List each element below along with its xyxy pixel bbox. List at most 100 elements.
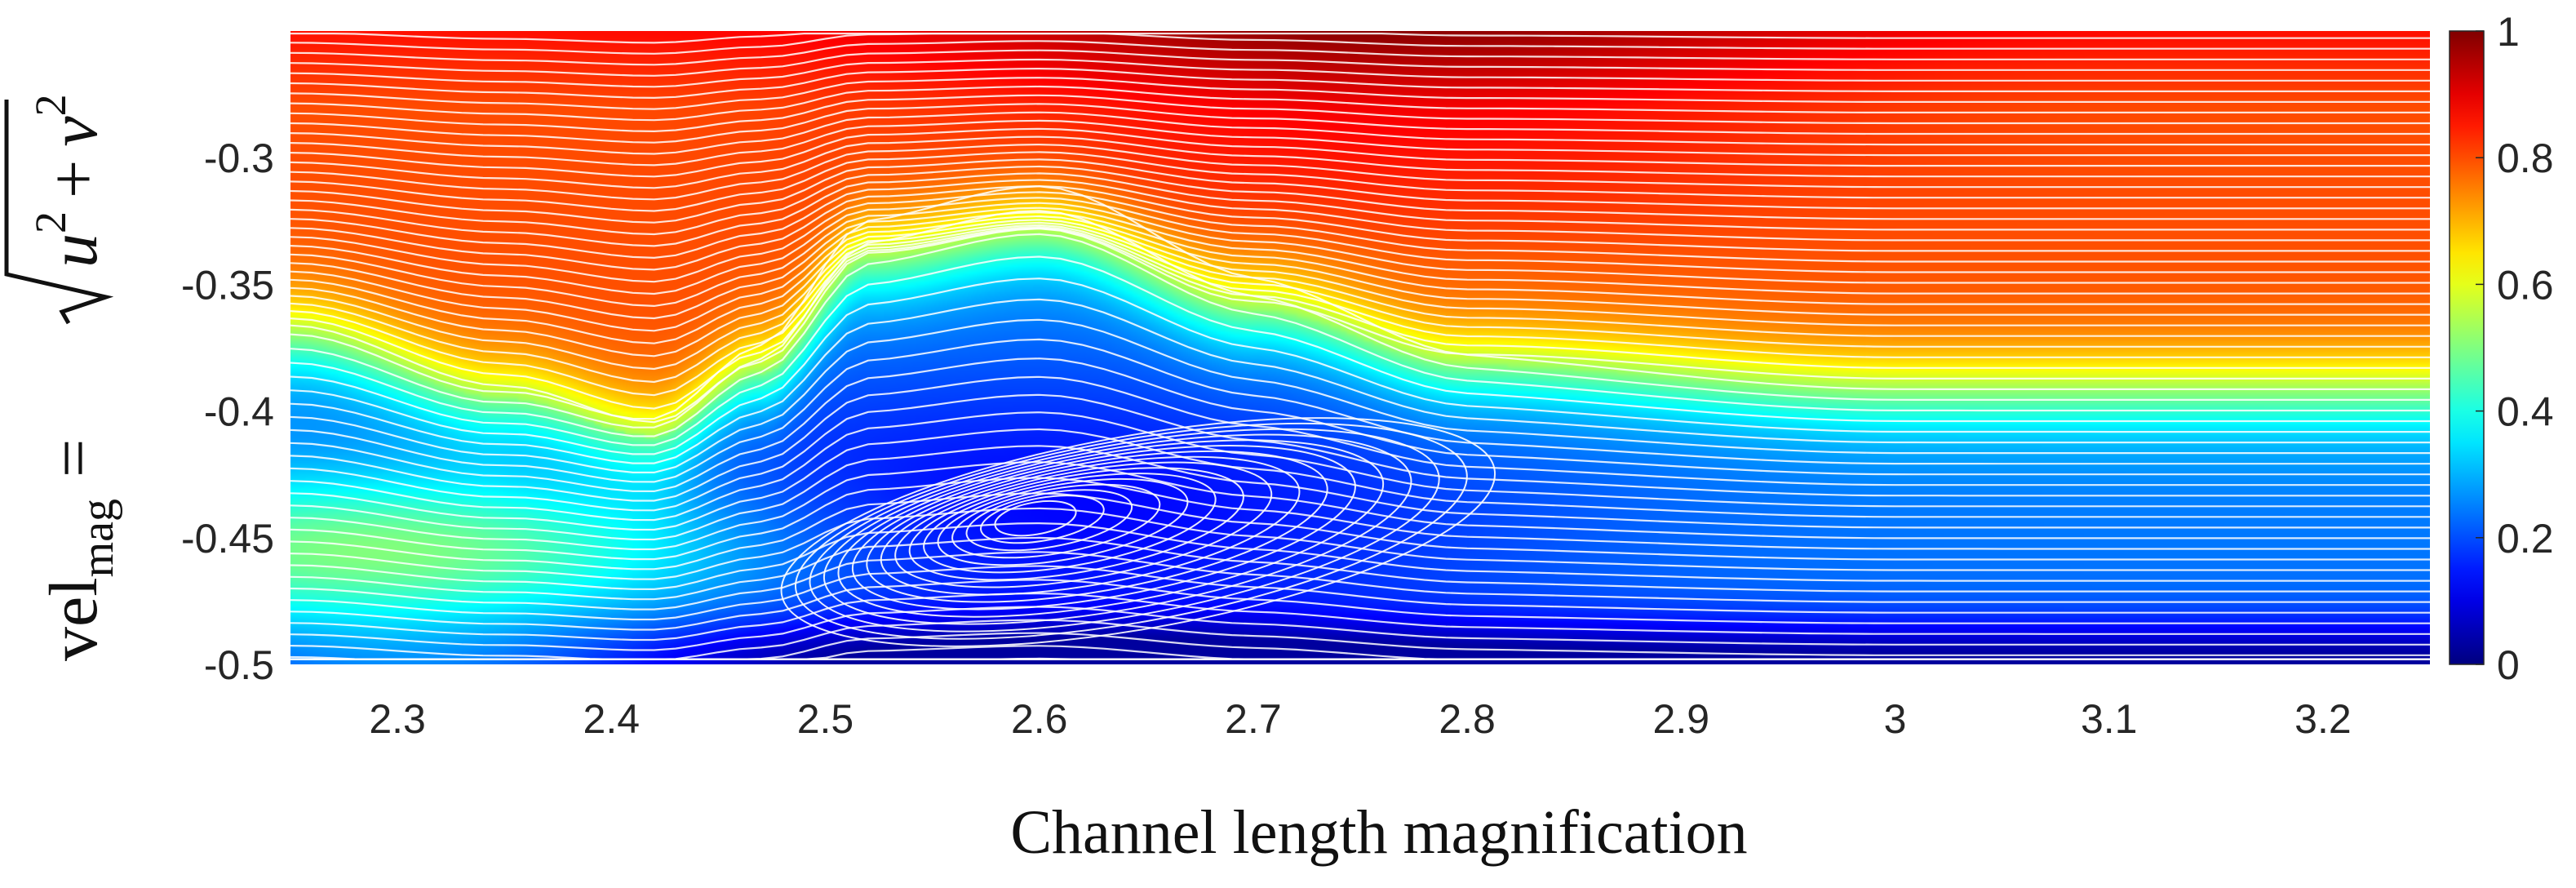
colorbar-tick-label: 0.2 — [2497, 516, 2554, 562]
vortex-streamline — [880, 455, 1301, 596]
streamline — [290, 67, 2430, 100]
colorbar-ticks: 0 0.2 0.4 0.6 0.8 1 — [2476, 9, 2554, 688]
y-tick-label: -0.45 — [181, 516, 274, 562]
streamline — [290, 143, 2430, 201]
streamline — [290, 278, 2430, 455]
streamlines-layer — [290, 32, 2430, 660]
streamline — [290, 233, 2430, 437]
streamline — [290, 375, 2430, 502]
vortex-streamline — [894, 461, 1273, 588]
streamline — [290, 219, 2430, 357]
streamline — [290, 393, 2430, 512]
streamline — [290, 318, 2430, 474]
streamline — [290, 298, 2430, 464]
y-label-v-exp: 2 — [26, 94, 75, 116]
y-label-plus: + — [36, 160, 112, 198]
plot-area — [290, 31, 2430, 664]
x-tick-label: 2.3 — [369, 696, 426, 742]
y-tick-label: -0.4 — [204, 389, 274, 435]
x-tick-label: 2.7 — [1225, 696, 1282, 742]
vortex-streamline — [980, 495, 1105, 544]
vortex-streamline — [908, 467, 1244, 581]
streamline — [290, 184, 2430, 271]
streamline — [290, 224, 2430, 384]
streamline — [290, 127, 2430, 178]
vortex-streamline — [851, 445, 1356, 610]
streamline — [290, 179, 2430, 260]
streamline — [290, 428, 2430, 531]
streamline — [290, 197, 2430, 295]
streamline — [290, 77, 2430, 110]
vortex-streamline — [951, 483, 1161, 559]
streamline — [290, 579, 2430, 631]
y-label-v: v — [36, 116, 112, 147]
colorbar-tick-label: 0.4 — [2497, 389, 2554, 435]
streamline — [290, 151, 2430, 212]
streamline — [290, 592, 2430, 642]
colorbar-tick-label: 0 — [2497, 642, 2520, 688]
streamline — [290, 94, 2430, 133]
streamline — [290, 158, 2430, 224]
x-axis-label: Channel length magnification — [1010, 798, 1747, 867]
y-tick-label: -0.35 — [181, 262, 274, 308]
streamline — [290, 32, 2430, 44]
vortex-streamline — [780, 417, 1496, 647]
colorbar-tick-label: 0.8 — [2497, 135, 2554, 181]
streamline — [290, 103, 2430, 144]
y-label-u-exp: 2 — [26, 211, 75, 233]
x-tick-label: 2.8 — [1439, 696, 1496, 742]
vortex-streamline — [794, 422, 1468, 640]
y-label-equals: = — [36, 439, 112, 477]
x-tick-label: 3 — [1884, 696, 1907, 742]
x-tick-label: 3.1 — [2081, 696, 2138, 742]
sqrt-symbol — [4, 100, 114, 325]
streamline — [290, 522, 2430, 591]
streamline — [290, 225, 2430, 397]
vortex-streamlines — [780, 417, 1496, 647]
streamline — [290, 221, 2430, 371]
colorbar — [2449, 30, 2485, 665]
svg-text:velmag=: velmag = — [36, 439, 123, 661]
y-axis-label: velmag= u2+v2 — [4, 94, 123, 661]
streamline — [290, 49, 2430, 77]
streamline — [290, 551, 2430, 610]
vortex-streamline — [937, 477, 1189, 566]
x-tick-label: 2.4 — [583, 696, 641, 742]
streamline — [290, 215, 2430, 344]
x-tick-label: 2.9 — [1653, 696, 1710, 742]
streamline — [290, 460, 2430, 551]
streamline — [290, 255, 2430, 446]
streamline — [290, 202, 2430, 308]
streamline — [290, 135, 2430, 189]
vortex-streamline — [837, 439, 1385, 618]
streamline — [290, 210, 2430, 428]
streamline — [290, 165, 2430, 236]
streamline — [290, 111, 2430, 155]
vortex-streamline — [809, 428, 1440, 633]
streamline — [290, 411, 2430, 522]
streamline — [290, 85, 2430, 122]
streamline — [290, 565, 2430, 621]
colorbar-tick-label: 0.6 — [2497, 262, 2554, 308]
streamline — [290, 507, 2430, 580]
x-axis-ticks: 2.3 2.4 2.5 2.6 2.7 2.8 2.9 3 3.1 3.2 — [369, 696, 2351, 742]
x-tick-label: 2.5 — [797, 696, 854, 742]
streamline — [290, 191, 2430, 283]
y-tick-label: -0.3 — [204, 135, 274, 181]
colorbar-tick-label: 1 — [2497, 9, 2520, 55]
streamline — [290, 185, 2430, 420]
y-tick-label: -0.5 — [204, 642, 274, 688]
streamline — [290, 228, 2430, 424]
streamline — [290, 445, 2430, 541]
streamline — [290, 40, 2430, 66]
streamline — [290, 119, 2430, 166]
vortex-streamline — [923, 473, 1217, 574]
x-tick-label: 3.2 — [2294, 696, 2352, 742]
streamline — [290, 338, 2430, 483]
streamline — [290, 58, 2430, 88]
streamline — [290, 619, 2430, 660]
vortex-streamline — [866, 450, 1328, 603]
streamline — [290, 606, 2430, 651]
vortex-streamline — [994, 500, 1077, 537]
